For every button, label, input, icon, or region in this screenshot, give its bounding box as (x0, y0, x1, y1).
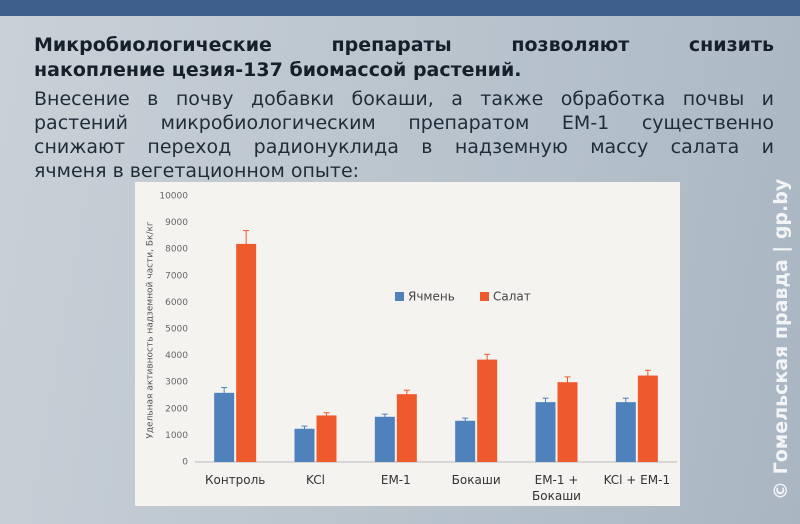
y-tick-label: 6000 (165, 298, 188, 308)
y-tick-label: 7000 (165, 271, 188, 281)
y-tick-label: 5000 (165, 325, 188, 335)
y-tick-label: 1000 (165, 431, 188, 441)
watermark: © Гомельская правда | gp.by (770, 178, 792, 500)
bar (615, 402, 636, 462)
y-tick-label: 10000 (159, 192, 188, 202)
x-tick-label: Контроль (204, 473, 266, 487)
top-bar (0, 0, 800, 16)
heading-line: накопление цезия-137 биомассой растений. (34, 59, 522, 81)
y-axis-label: Удельная активность надземной части, Бк/… (146, 221, 156, 439)
bar (294, 428, 315, 462)
bar (396, 394, 417, 462)
x-tick-label: KCl + ЕМ-1 (603, 473, 671, 487)
bar (477, 359, 498, 462)
y-tick-label: 4000 (165, 351, 188, 361)
legend-label: Салат (493, 290, 531, 304)
legend-swatch (480, 292, 489, 301)
heading-line: Микробиологические препараты позволяют с… (34, 34, 774, 56)
y-tick-label: 0 (182, 458, 188, 468)
x-tick-label: ЕМ-1 (380, 473, 411, 487)
bar (455, 420, 476, 462)
x-tick-label: ЕМ-1 + Бокаши (532, 473, 581, 503)
y-tick-label: 2000 (165, 404, 188, 414)
legend-swatch (395, 292, 404, 301)
bar (214, 392, 235, 462)
bar (374, 416, 395, 462)
x-tick-label: KCl (306, 473, 325, 487)
bar (316, 415, 337, 462)
bar (535, 402, 556, 462)
text-line: ячменя в вегетационном опыте: (34, 160, 360, 182)
bar (557, 382, 578, 462)
text-line: Внесение в почву добавки бокаши, а также… (34, 88, 774, 110)
x-tick-label: Бокаши (451, 473, 501, 487)
bar (236, 243, 257, 462)
bar (637, 375, 658, 462)
text-line: растений микробиологическим препаратом Е… (34, 112, 774, 134)
y-tick-label: 8000 (165, 245, 188, 255)
text-line: снижают переход радионуклида в надземную… (34, 136, 774, 158)
legend-label: Ячмень (408, 290, 455, 304)
y-tick-label: 3000 (165, 378, 188, 388)
y-tick-label: 9000 (165, 218, 188, 228)
